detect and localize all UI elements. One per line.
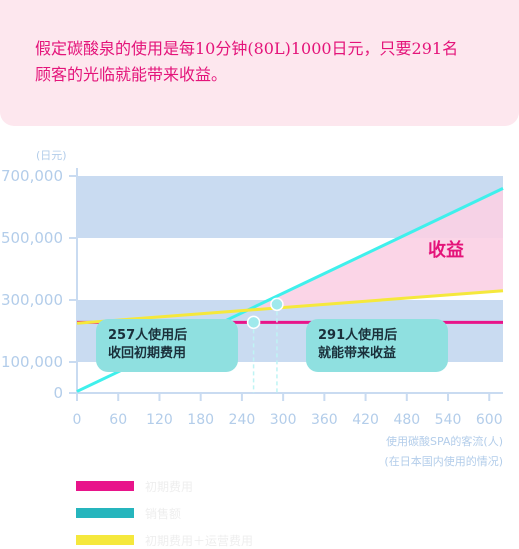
legend-label-0: 初期费用 (145, 480, 194, 494)
x-tick-0: 0 (73, 412, 82, 428)
x-axis-label-line-1: 使用碳酸SPA的客流(人) (386, 434, 503, 448)
banner-line-1: 假定碳酸泉的使用是每10分钟(80L)1000日元，只要291名 (35, 39, 459, 58)
info-banner: 假定碳酸泉的使用是每10分钟(80L)1000日元，只要291名 顾客的光临就能… (0, 0, 519, 126)
x-tick-4: 240 (229, 412, 256, 428)
y-tick-1: 100,000 (1, 353, 63, 371)
y-tick-4: 700,000 (1, 167, 63, 185)
marker-1 (270, 297, 284, 312)
legend-swatch-0 (76, 481, 134, 491)
series-line-2 (76, 289, 504, 325)
y-tick-2: 300,000 (1, 291, 63, 309)
x-axis-label-line-2: (在日本国内使用的情况) (384, 454, 503, 468)
legend-label-1: 销售额 (145, 507, 182, 521)
legend-swatch-2 (76, 535, 134, 545)
x-tick-5: 300 (270, 412, 297, 428)
callout-291-line-1: 291人使用后 (318, 328, 398, 343)
legend-swatch-1 (76, 508, 134, 518)
banner-line-2: 顾客的光临就能带来收益。 (35, 65, 228, 84)
x-tick-2: 120 (146, 412, 173, 428)
x-tick-1: 60 (109, 412, 127, 428)
markers (246, 297, 284, 393)
x-tick-10: 600 (476, 412, 503, 428)
x-tick-8: 480 (393, 412, 420, 428)
banner-text: 假定碳酸泉的使用是每10分钟(80L)1000日元，只要291名 顾客的光临就能… (35, 36, 495, 88)
y-unit-label: (日元) (36, 149, 67, 162)
x-tick-7: 420 (352, 412, 379, 428)
callout-291-line-2: 就能带来收益 (318, 346, 397, 361)
callout-257: 257人使用后 收回初期费用 (96, 319, 238, 372)
x-tick-6: 360 (311, 412, 338, 428)
callout-257-line-2: 收回初期费用 (108, 346, 187, 361)
profit-label: 收益 (428, 240, 464, 261)
marker-0 (246, 315, 261, 330)
y-tick-3: 500,000 (1, 229, 63, 247)
legend-label-2: 初期费用＋运营费用 (145, 534, 254, 548)
callout-291: 291人使用后 就能带来收益 (306, 319, 448, 372)
axis-ticks: 0 100,000 300,000 500,000 700,000 0 60 120 180 24… (1, 167, 503, 428)
x-tick-9: 540 (435, 412, 462, 428)
callout-257-line-1: 257人使用后 (108, 328, 188, 343)
grid (76, 168, 503, 394)
x-tick-3: 180 (187, 412, 214, 428)
y-tick-0: 0 (53, 384, 63, 402)
